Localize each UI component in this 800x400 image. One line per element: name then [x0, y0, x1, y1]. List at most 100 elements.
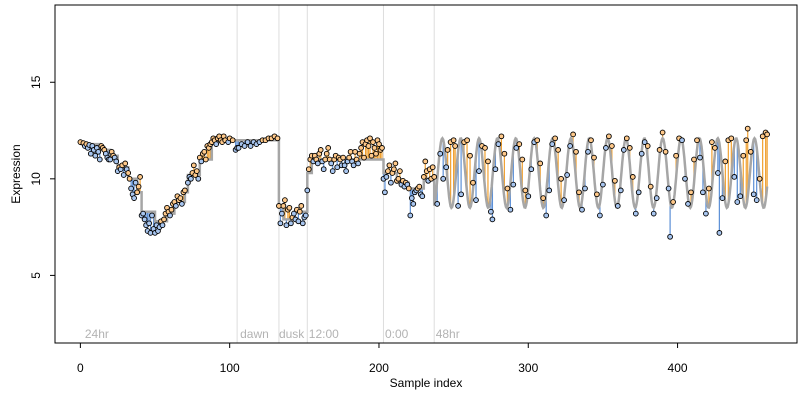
data-point — [513, 145, 520, 151]
data-point — [573, 148, 579, 155]
data-point — [743, 137, 750, 144]
data-point — [356, 150, 363, 157]
data-point — [644, 143, 651, 149]
data-point — [241, 143, 248, 149]
x-tick-label: 100 — [220, 361, 240, 375]
data-point — [299, 220, 306, 227]
data-point — [317, 147, 324, 153]
data-point — [659, 129, 666, 136]
data-point — [134, 189, 140, 196]
data-point — [688, 189, 694, 196]
data-point — [386, 162, 393, 169]
data-point — [235, 145, 242, 151]
data-point — [543, 212, 550, 219]
data-point — [416, 183, 423, 190]
data-point — [173, 203, 179, 209]
data-point — [750, 191, 757, 198]
data-point — [420, 174, 427, 180]
data-point — [638, 150, 645, 157]
data-point — [382, 189, 388, 196]
data-point — [694, 137, 700, 144]
data-point — [647, 183, 654, 190]
data-point — [656, 147, 663, 153]
data-point — [489, 216, 496, 223]
data-point — [612, 177, 618, 184]
data-point — [167, 212, 173, 219]
data-point — [507, 206, 514, 213]
data-point — [561, 197, 567, 203]
data-point — [410, 201, 417, 207]
data-point — [388, 179, 394, 186]
data-point — [141, 216, 148, 223]
data-point — [392, 160, 399, 167]
data-point — [149, 212, 155, 219]
data-point — [606, 133, 612, 140]
data-point — [670, 199, 676, 205]
data-point — [567, 143, 573, 149]
data-point — [291, 210, 297, 217]
data-point — [731, 174, 738, 180]
data-point — [120, 172, 127, 178]
data-point — [367, 135, 373, 142]
data-point — [452, 143, 458, 149]
data-point — [244, 139, 251, 145]
data-point — [498, 133, 505, 140]
data-point — [280, 203, 287, 209]
data-point — [492, 166, 499, 173]
data-point — [516, 141, 523, 147]
data-point — [373, 150, 379, 157]
data-point — [691, 156, 697, 163]
data-point — [95, 148, 102, 155]
data-point — [379, 145, 385, 151]
data-point — [440, 175, 447, 182]
fit-curve — [80, 136, 769, 223]
data-point — [764, 131, 770, 138]
data-point — [588, 137, 594, 144]
data-point — [679, 137, 685, 144]
data-point — [202, 156, 209, 163]
data-point — [329, 168, 336, 174]
fit-line — [80, 136, 769, 223]
data-point — [682, 175, 688, 182]
data-point — [594, 191, 600, 198]
data-point — [585, 148, 591, 155]
data-point — [712, 145, 718, 151]
data-point — [470, 179, 476, 186]
data-point — [617, 187, 624, 194]
data-point — [700, 189, 706, 196]
data-point — [328, 160, 335, 167]
data-point — [635, 189, 642, 196]
data-point — [444, 147, 451, 153]
x-axis: 0 100 200 300 400 — [77, 342, 688, 375]
data-point — [540, 195, 547, 201]
data-point — [488, 208, 494, 215]
data-point — [653, 195, 660, 201]
data-point — [419, 193, 426, 200]
data-point — [546, 187, 553, 194]
data-point — [609, 143, 615, 149]
data-point — [146, 220, 152, 227]
data-point — [365, 143, 372, 149]
data-point — [128, 185, 134, 192]
data-point — [188, 175, 194, 182]
data-point — [558, 175, 564, 182]
data-point — [673, 152, 679, 159]
data-point — [722, 158, 729, 165]
data-point — [391, 166, 397, 173]
data-point — [131, 195, 137, 201]
data-point — [555, 147, 561, 153]
data-point — [740, 152, 747, 159]
data-point — [579, 206, 585, 213]
data-point — [443, 164, 450, 171]
region-labels: 24hr dawn dusk 12:00 0:00 48hr — [85, 327, 460, 341]
data-point — [247, 143, 254, 149]
data-point — [744, 125, 751, 132]
data-point — [340, 154, 346, 161]
data-point — [126, 175, 133, 182]
data-point — [641, 139, 648, 145]
data-point — [734, 199, 741, 205]
data-point — [473, 197, 479, 203]
data-point — [368, 152, 375, 159]
data-point — [140, 210, 146, 217]
data-point — [437, 150, 444, 157]
